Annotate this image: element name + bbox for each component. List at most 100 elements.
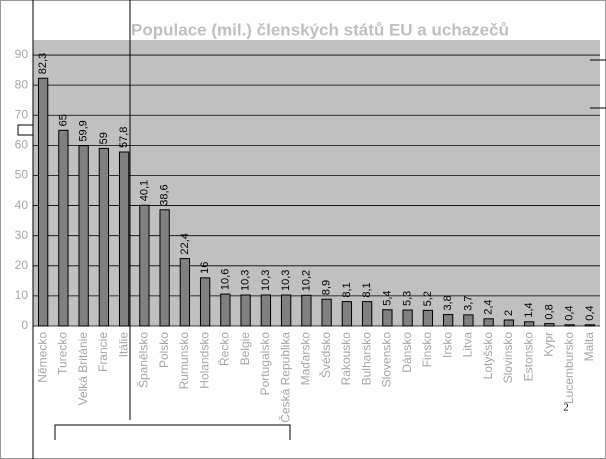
bar xyxy=(260,294,272,327)
x-tick-label: Polsko xyxy=(157,332,171,368)
plot-area xyxy=(33,40,600,326)
value-label: 16 xyxy=(199,262,211,274)
y-tick-label: 50 xyxy=(15,168,29,182)
bar xyxy=(361,301,373,327)
x-tick-label: Maďarsko xyxy=(299,332,313,386)
y-tick-label: 30 xyxy=(15,228,29,242)
x-tick-label: Itálie xyxy=(116,332,130,358)
x-tick-label: Malta xyxy=(582,332,596,362)
y-tick-label: 70 xyxy=(15,107,29,121)
value-label: 0,4 xyxy=(584,305,596,320)
value-label: 10,2 xyxy=(300,270,312,291)
bar xyxy=(544,323,555,327)
value-label: 10,3 xyxy=(260,270,272,291)
x-tick-label: Kypr xyxy=(542,332,556,357)
x-tick-label: Rakousko xyxy=(339,332,353,386)
x-tick-label: Litva xyxy=(461,332,475,358)
x-tick-label: Francie xyxy=(96,332,110,372)
x-tick-label: Turecko xyxy=(56,332,70,375)
x-tick-label: Dánsko xyxy=(400,332,414,373)
value-label: 59 xyxy=(98,132,110,144)
handle xyxy=(17,124,34,136)
y-tick-label: 20 xyxy=(15,258,29,272)
value-label: 22,4 xyxy=(179,233,191,254)
bar xyxy=(179,258,191,327)
bar xyxy=(463,314,474,327)
value-label: 3,7 xyxy=(462,296,474,311)
bar xyxy=(159,209,170,327)
value-label: 8,1 xyxy=(361,282,373,297)
page-number: 2 xyxy=(563,402,569,414)
x-tick-label: Estonsko xyxy=(521,332,535,382)
bar xyxy=(78,145,89,327)
bar xyxy=(139,204,150,327)
x-tick-label: Portugalsko xyxy=(258,332,272,396)
x-tick-label: Velká Británie xyxy=(76,332,90,406)
value-label: 10,3 xyxy=(280,270,292,291)
x-tick-label: Finsko xyxy=(420,332,434,368)
value-label: 3,8 xyxy=(442,295,454,310)
bar xyxy=(118,151,130,327)
bar xyxy=(402,309,413,327)
plot: 0 10 20 30 40 50 60 70 80 90 Německo 82,3 Turecko 65 V… xyxy=(15,47,600,423)
value-label: 57,8 xyxy=(118,127,130,148)
bar xyxy=(523,321,535,327)
bar xyxy=(98,147,110,327)
bar xyxy=(382,309,393,327)
value-label: 59,9 xyxy=(78,120,90,141)
x-tick-label: Lotyšsko xyxy=(481,332,495,380)
y-tick-label: 0 xyxy=(21,318,28,332)
x-tick-label: Bulharsko xyxy=(359,332,373,386)
bar xyxy=(422,309,434,327)
bar xyxy=(199,277,211,327)
value-label: 65 xyxy=(57,114,69,126)
y-tick-label: 80 xyxy=(15,77,29,91)
value-label: 5,4 xyxy=(381,290,393,305)
value-label: 1,4 xyxy=(523,302,535,317)
x-tick-label: Holandsko xyxy=(197,332,211,389)
value-label: 82,3 xyxy=(37,53,49,74)
value-label: 10,3 xyxy=(240,270,252,291)
y-tick-label: 40 xyxy=(15,198,29,212)
bar xyxy=(584,324,596,327)
value-label: 10,6 xyxy=(219,269,231,290)
value-label: 38,6 xyxy=(159,184,171,205)
x-tick-label: Řecko xyxy=(217,332,232,366)
bracket xyxy=(54,424,291,440)
bar xyxy=(483,318,494,327)
x-tick-label: Německo xyxy=(35,332,49,383)
value-label: 8,9 xyxy=(321,280,333,295)
chart-title: Populace (mil.) členských států EU a uch… xyxy=(131,20,509,39)
bar xyxy=(301,294,312,327)
value-label: 8,1 xyxy=(341,282,353,297)
bar xyxy=(341,301,353,327)
value-label: 5,2 xyxy=(422,291,434,306)
value-label: 2 xyxy=(503,310,515,316)
value-label: 0,4 xyxy=(564,305,576,320)
x-tick-label: Slovinsko xyxy=(501,332,515,384)
value-label: 5,3 xyxy=(402,291,414,306)
x-tick-label: Lucembursko xyxy=(562,332,576,404)
value-label: 2,4 xyxy=(483,299,495,314)
y-tick-label: 10 xyxy=(15,288,29,302)
bar xyxy=(442,314,454,327)
bar xyxy=(503,319,515,327)
value-label: 0,8 xyxy=(543,304,555,319)
x-tick-label: Rumunsko xyxy=(177,332,191,390)
bar xyxy=(321,298,332,327)
bar xyxy=(564,324,575,327)
y-tick-label: 90 xyxy=(15,47,29,61)
x-tick-label: Španělsko xyxy=(136,332,151,388)
x-tick-label: Česká Republika xyxy=(277,332,292,423)
x-tick-label: Belgie xyxy=(238,332,252,366)
bar xyxy=(280,294,292,327)
bar xyxy=(37,77,49,327)
x-tick-label: Švédsko xyxy=(318,332,333,378)
bar xyxy=(220,293,231,327)
y-tick-label: 60 xyxy=(15,138,29,152)
value-label: 40,1 xyxy=(138,180,150,201)
x-tick-label: Slovensko xyxy=(380,332,394,388)
x-tick-label: Irsko xyxy=(440,332,454,358)
bar xyxy=(240,294,251,327)
